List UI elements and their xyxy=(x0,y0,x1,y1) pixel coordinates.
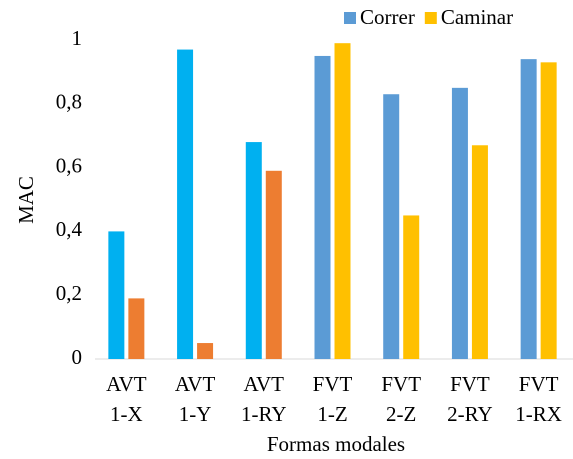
x-tick-label: AVT xyxy=(106,372,147,396)
x-axis-title: Formas modales xyxy=(267,432,405,456)
x-tick-label: FVT xyxy=(450,372,490,396)
bar xyxy=(540,62,557,360)
y-axis-title: MAC xyxy=(14,176,38,224)
x-tick-label: 1-RY xyxy=(241,402,287,426)
y-tick-label: 0,6 xyxy=(56,153,82,177)
x-tick-label: 1-Y xyxy=(179,402,212,426)
x-tick-label: FVT xyxy=(313,372,353,396)
y-tick-label: 0,2 xyxy=(56,281,82,305)
x-tick-label: 2-Z xyxy=(386,402,416,426)
y-tick-label: 0,8 xyxy=(56,90,82,114)
legend-swatch xyxy=(344,12,356,24)
y-tick-label: 0,4 xyxy=(56,217,83,241)
bar xyxy=(177,49,194,359)
bar xyxy=(451,87,468,359)
bar xyxy=(520,59,537,359)
legend-label: Correr xyxy=(360,5,415,29)
bar xyxy=(334,43,351,359)
bar xyxy=(128,298,145,359)
x-tick-label: 1-X xyxy=(110,402,143,426)
x-tick-label: FVT xyxy=(381,372,421,396)
y-tick-label: 1 xyxy=(72,26,83,50)
legend-label: Caminar xyxy=(441,5,513,29)
y-tick-label: 0 xyxy=(72,345,83,369)
x-tick-label: FVT xyxy=(519,372,559,396)
x-tick-label: AVT xyxy=(244,372,285,396)
bar xyxy=(403,215,420,359)
bar xyxy=(471,145,488,359)
legend-swatch xyxy=(424,12,437,24)
x-tick-label: 1-RX xyxy=(515,402,562,426)
x-tick-label: 2-RY xyxy=(447,402,493,426)
x-tick-label: AVT xyxy=(175,372,216,396)
x-tick-label: 1-Z xyxy=(317,402,347,426)
bar xyxy=(383,94,400,359)
bar xyxy=(245,142,262,359)
bar xyxy=(108,231,125,359)
bar xyxy=(197,343,214,359)
bar xyxy=(265,170,282,359)
bar xyxy=(314,55,331,359)
